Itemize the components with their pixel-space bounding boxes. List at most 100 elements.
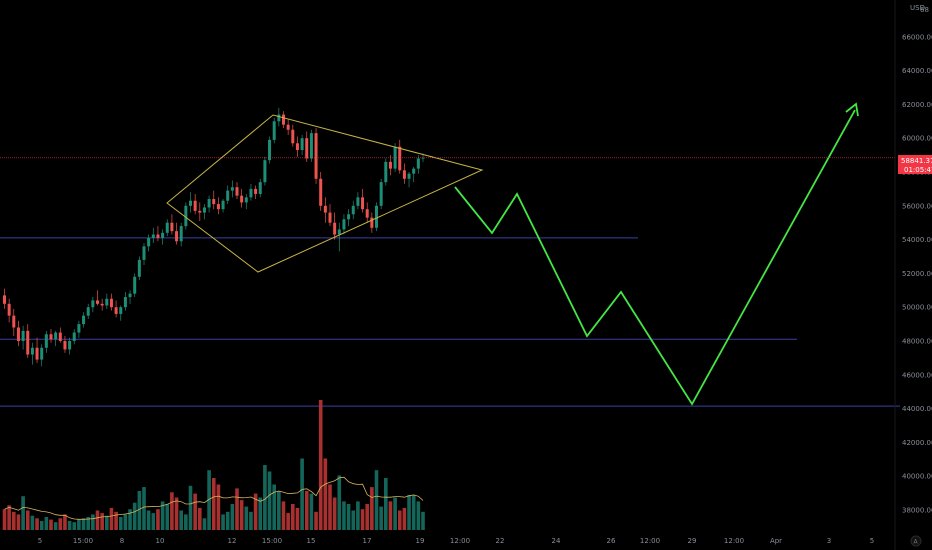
candle: [212, 190, 216, 210]
volume-bar: [184, 514, 188, 530]
volume-bar: [300, 458, 304, 530]
volume-bar: [388, 501, 393, 530]
volume-bar: [160, 501, 165, 530]
candle: [86, 303, 90, 320]
volume-bar: [114, 511, 118, 530]
candle: [109, 293, 113, 311]
candle: [384, 158, 388, 186]
volume-bar: [198, 507, 202, 530]
time-tick-label: 3: [827, 537, 831, 545]
candle: [240, 188, 244, 208]
candle: [361, 188, 365, 213]
volume-bar: [72, 522, 77, 530]
countdown-label: 01:05:47: [904, 166, 932, 174]
candle: [398, 139, 402, 174]
time-axis[interactable]: 5 15:00 8 10 12 15:00 15 17 19 12:00 22 24 26 12:00 29…: [38, 537, 874, 545]
candle: [337, 222, 341, 252]
candle: [128, 290, 132, 304]
time-tick-label: 24: [552, 537, 561, 545]
candle: [175, 222, 179, 245]
candle: [375, 202, 378, 232]
price-tick-label: 48000.00: [902, 338, 932, 346]
candle: [142, 242, 146, 265]
time-tick-label: 15:00: [262, 537, 282, 545]
candle: [44, 330, 48, 353]
candle: [119, 305, 123, 321]
volume-bar: [2, 509, 7, 530]
price-tick-label: 46000.00: [902, 371, 932, 379]
volume-bar: [244, 506, 249, 530]
volume-bar: [39, 520, 44, 530]
candle: [114, 300, 118, 318]
candle: [184, 202, 188, 230]
volume-bar: [235, 488, 239, 530]
volume-bar: [137, 491, 142, 530]
candle: [254, 185, 258, 200]
candle: [63, 335, 67, 353]
volume-bar: [170, 492, 174, 530]
volume-bar: [21, 496, 25, 530]
candle: [30, 342, 34, 365]
candle: [161, 229, 165, 245]
candle: [393, 143, 397, 172]
time-tick-label: 12:00: [640, 537, 660, 545]
candle: [58, 327, 62, 343]
candle: [351, 200, 355, 220]
time-tick-label: 5: [38, 537, 42, 545]
volume-bar: [291, 504, 295, 530]
volume-bar: [230, 504, 235, 530]
candle: [189, 192, 192, 213]
candle: [370, 212, 374, 233]
volume-bar: [165, 504, 170, 530]
candle: [193, 193, 197, 215]
volume-bars: [2, 400, 425, 530]
candle: [3, 288, 6, 309]
volume-bar: [146, 510, 151, 530]
volume-bar: [207, 470, 211, 530]
volume-bar: [393, 497, 397, 530]
volume-bar: [309, 493, 314, 530]
volume-bar: [263, 465, 267, 530]
volume-bar: [202, 518, 207, 530]
candle: [342, 214, 346, 235]
volume-bar: [151, 513, 156, 530]
projection-arrowhead: [845, 102, 859, 117]
auto-scale-button[interactable]: A: [910, 535, 922, 547]
candle: [105, 293, 109, 309]
current-price-label: 58841.37: [901, 157, 932, 165]
volume-bar: [277, 491, 281, 530]
volume-bar: [416, 501, 421, 530]
time-tick-label: 12:00: [724, 537, 744, 545]
volume-bar: [53, 522, 58, 530]
volume-moving-average: [4, 476, 424, 520]
candle: [156, 226, 160, 242]
diamond-pattern-drawing[interactable]: [166, 114, 484, 273]
price-axis[interactable]: USD 68 66000.00 64000.00 62000.00 60000.00 5…: [894, 0, 932, 550]
top-partial-tick: 68: [920, 6, 929, 14]
candle: [277, 107, 281, 127]
volume-bar: [174, 497, 179, 530]
volume-bar: [91, 514, 95, 530]
candle: [244, 193, 248, 210]
volume-bar: [411, 494, 416, 530]
price-tick-label: 50000.00: [902, 304, 932, 312]
candle: [407, 172, 411, 188]
volume-bar: [77, 519, 81, 530]
price-tick-label: 56000.00: [902, 202, 932, 210]
candle: [388, 155, 392, 176]
candle: [77, 320, 81, 338]
candle: [35, 337, 39, 363]
time-tick-label: 10: [156, 537, 165, 545]
candle: [300, 134, 304, 156]
volume-bar: [7, 505, 11, 530]
candle: [333, 212, 337, 240]
volume-bar: [397, 510, 402, 530]
volume-bar: [132, 502, 137, 530]
volume-bar: [49, 519, 53, 530]
projected-path-drawing[interactable]: [454, 109, 856, 406]
volume-bar: [402, 507, 407, 530]
candles: [3, 107, 425, 367]
volume-bar: [123, 514, 128, 530]
candle: [72, 329, 76, 345]
